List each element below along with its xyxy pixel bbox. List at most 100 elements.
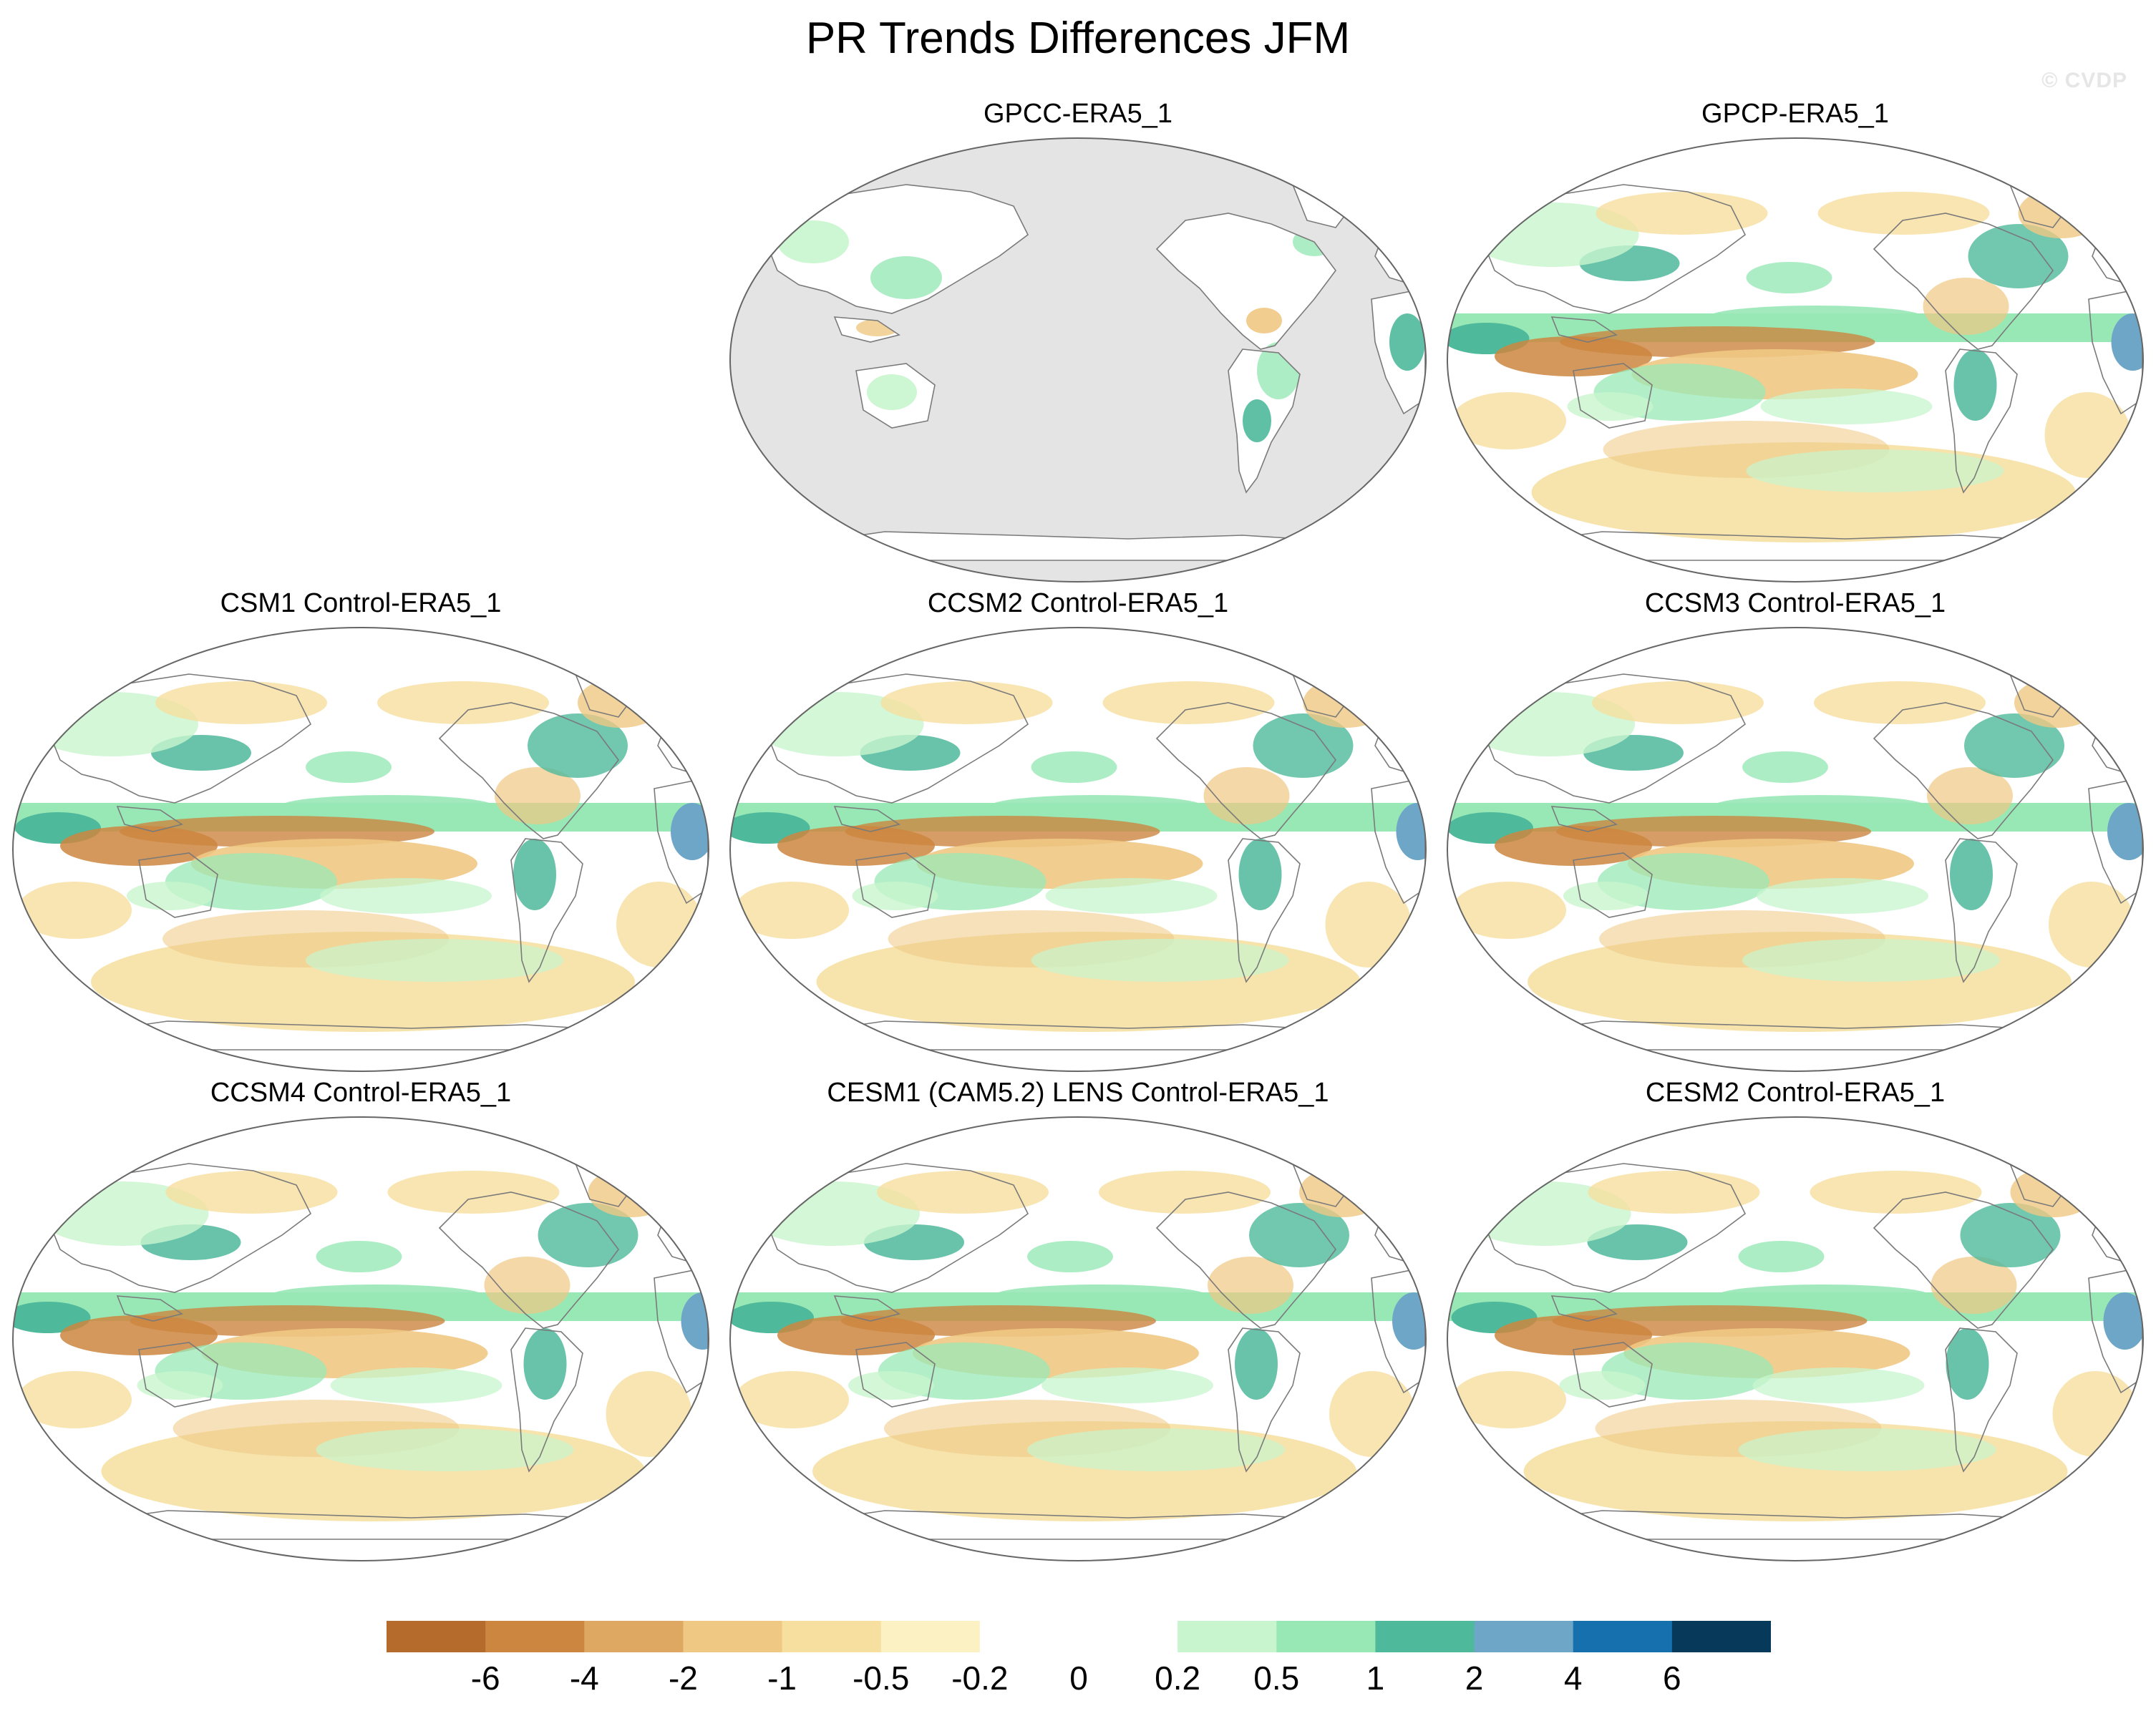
coastline-australia: [855, 363, 936, 429]
anomaly-region: [1031, 939, 1289, 982]
anomaly-region: [484, 1257, 570, 1314]
map-panel-csm1: CSM1 Control-ERA5_1: [10, 588, 712, 1075]
anomaly-region: [528, 713, 628, 778]
colorbar-swatch: [485, 1621, 585, 1652]
coastline-antarctica: [784, 1510, 1373, 1540]
robinson-map: [11, 1116, 710, 1561]
anomaly-region: [1325, 882, 1412, 967]
anomaly-region: [1923, 278, 2009, 335]
coastline-southAmerica: [510, 1327, 583, 1473]
colorbar-swatch: [1573, 1621, 1673, 1652]
coastline-southAmerica: [510, 838, 583, 983]
anomaly-region: [377, 681, 549, 724]
anomaly-region: [1559, 1371, 1646, 1400]
anomaly-region: [1238, 839, 1282, 910]
anomaly-region: [1396, 803, 1426, 860]
coastline-maritime: [1550, 806, 1618, 832]
anomaly-region: [671, 803, 709, 860]
anomaly-region: [1760, 389, 1933, 424]
colorbar-swatch: [782, 1621, 882, 1652]
coastline-asia: [45, 1163, 312, 1293]
colorbar-swatch: [880, 1621, 981, 1652]
anomaly-region: [1927, 767, 2013, 824]
coastline-southAmerica: [1228, 348, 1301, 494]
panel-title: CCSM4 Control-ERA5_1: [210, 1078, 512, 1108]
anomaly-region: [280, 795, 495, 818]
anomaly-region: [155, 681, 327, 724]
colorbar-swatch: [683, 1621, 783, 1652]
anomaly-region: [1950, 839, 1993, 910]
robinson-map: [11, 627, 710, 1072]
anomaly-region: [1738, 1241, 1825, 1272]
map-field: [13, 628, 709, 1071]
colorbar-labels: -6 -4 -2 -1 -0.5 -0.2 0 0.2 0.5 1 2 4 6: [387, 1659, 1771, 1702]
coastline-antarctica: [1501, 531, 2090, 561]
anomaly-region: [1742, 751, 1828, 783]
coastline-australia: [855, 852, 936, 918]
colorbar-swatch: [1474, 1621, 1574, 1652]
figure-title: PR Trends Differences JFM: [805, 14, 1351, 63]
coastline-northAmerica: [1873, 1191, 2054, 1329]
map-border: [11, 1116, 710, 1561]
anomaly-region: [1596, 192, 1768, 235]
anomaly-region: [1742, 939, 2000, 982]
panel-title: CSM1 Control-ERA5_1: [220, 588, 502, 618]
colorbar-swatch: [1079, 1621, 1178, 1652]
anomaly-region: [606, 1371, 692, 1457]
coastline-asia: [1480, 184, 1747, 314]
coastline-maritime: [833, 806, 900, 832]
coastline-northAmerica: [1155, 1191, 1336, 1329]
anomaly-region: [306, 939, 563, 982]
coastline-asia: [762, 1163, 1029, 1293]
anomaly-region: [1567, 392, 1654, 421]
anomaly-region: [1968, 224, 2069, 288]
anomaly-region: [1027, 1241, 1113, 1272]
coastline-southAmerica: [1945, 1327, 2018, 1473]
colorbar-tick-label: -6: [470, 1659, 500, 1697]
anomaly-region: [1041, 1368, 1213, 1403]
anomaly-region: [1249, 1203, 1349, 1267]
coastline-antarctica: [67, 1510, 656, 1540]
anomaly-region: [1243, 399, 1271, 442]
colorbar-swatch: [1177, 1621, 1277, 1652]
colorbar-swatch: [1276, 1621, 1376, 1652]
coastline-australia: [1573, 852, 1653, 918]
coastline-asia: [45, 673, 312, 804]
coastline-maritime: [1550, 1295, 1618, 1322]
coastline-asia: [762, 184, 1029, 314]
coastline-asia: [762, 673, 1029, 804]
coastline-maritime: [1550, 316, 1618, 343]
anomaly-region: [1452, 882, 1566, 939]
anomaly-region: [852, 882, 938, 910]
robinson-map: [1446, 627, 2145, 1072]
anomaly-region: [495, 767, 581, 824]
anomaly-region: [17, 882, 132, 939]
anomaly-region: [1102, 681, 1275, 724]
colorbar-tick-label: 1: [1366, 1659, 1385, 1697]
anomaly-region: [989, 795, 1204, 818]
colorbar-tick-label: 0.5: [1253, 1659, 1300, 1697]
robinson-map: [1446, 1116, 2145, 1561]
coastline-northAmerica: [438, 702, 619, 839]
coastline-australia: [1573, 363, 1653, 429]
anomaly-region: [1746, 449, 2004, 492]
anomaly-region: [1208, 1257, 1293, 1314]
anomaly-region: [880, 681, 1053, 724]
coastline-asia: [1480, 673, 1747, 804]
anomaly-region: [877, 1171, 1049, 1214]
anomaly-region: [1964, 713, 2064, 778]
map-border: [1446, 1116, 2145, 1561]
map-panel-cesm2: CESM2 Control-ERA5_1: [1444, 1078, 2146, 1564]
panel-title: GPCC-ERA5_1: [984, 99, 1172, 129]
coastline-southAmerica: [1945, 838, 2018, 983]
coastline-antarctica: [1501, 1020, 2090, 1051]
anomaly-region: [320, 878, 492, 914]
anomaly-region: [316, 1241, 402, 1272]
map-panel-ccsm4: CCSM4 Control-ERA5_1: [10, 1078, 712, 1564]
coastline-maritime: [116, 1295, 183, 1322]
coastline-antarctica: [784, 531, 1373, 561]
anomaly-region: [1031, 751, 1117, 783]
coastline-antarctica: [67, 1020, 656, 1051]
colorbar-swatch: [584, 1621, 684, 1652]
anomaly-region: [1810, 1171, 1982, 1214]
